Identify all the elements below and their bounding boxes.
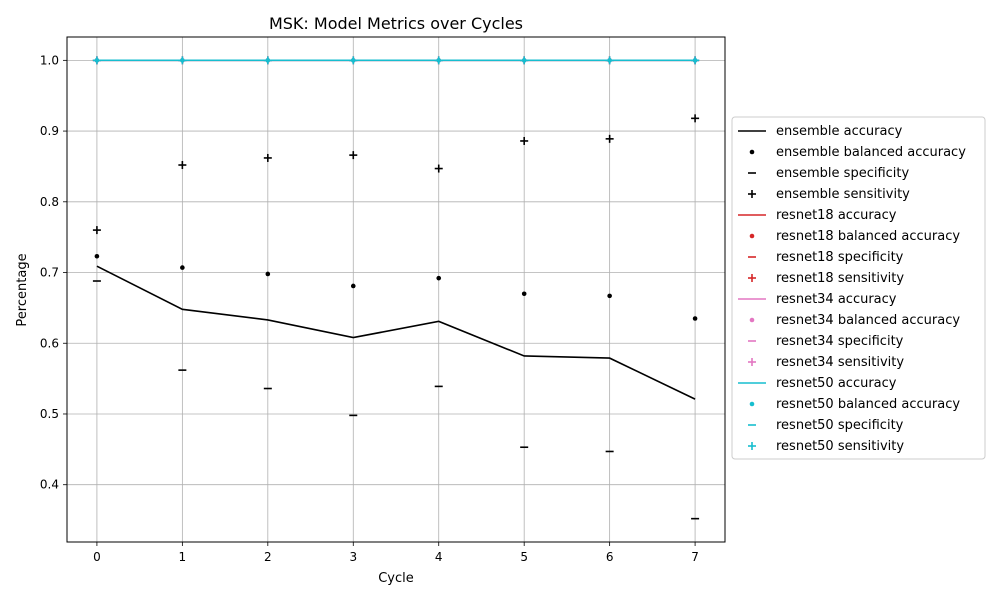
- legend-swatch: [748, 274, 756, 282]
- legend-swatch: [749, 317, 755, 323]
- legend-item-resnet50-balanced-accuracy: resnet50 balanced accuracy: [749, 397, 960, 412]
- legend-item-resnet34-balanced-accuracy: resnet34 balanced accuracy: [749, 313, 960, 328]
- data-point-ensemble-sensitivity: [520, 136, 529, 145]
- x-tick-label: 5: [520, 550, 528, 564]
- data-point-resnet50-sensitivity: [92, 56, 101, 65]
- y-tick-label: 0.8: [40, 195, 59, 209]
- x-tick-label: 3: [349, 550, 357, 564]
- x-tick-label: 4: [435, 550, 443, 564]
- legend-label: resnet50 specificity: [776, 418, 904, 433]
- chart-title: MSK: Model Metrics over Cycles: [269, 14, 523, 33]
- data-point-ensemble-balanced-accuracy: [607, 293, 612, 299]
- legend-swatch: [749, 233, 755, 239]
- data-point-ensemble-sensitivity: [349, 151, 358, 160]
- data-point-ensemble-balanced-accuracy: [692, 316, 698, 321]
- data-point-ensemble-sensitivity: [263, 153, 272, 162]
- legend-item-resnet34-accuracy: resnet34 accuracy: [738, 292, 897, 307]
- series-line-ensemble-accuracy: [96, 265, 696, 400]
- legend-label: resnet34 sensitivity: [776, 355, 904, 370]
- legend-label: resnet18 balanced accuracy: [776, 229, 960, 244]
- y-tick-label: 0.6: [40, 336, 59, 350]
- legend-items: ensemble accuracy ensemble balanced accur…: [738, 124, 966, 454]
- legend-label: resnet18 sensitivity: [776, 271, 904, 286]
- legend-label: resnet50 sensitivity: [776, 439, 904, 454]
- data-point-ensemble-balanced-accuracy: [265, 271, 271, 277]
- x-tick-label: 1: [179, 550, 187, 564]
- legend-item-resnet18-sensitivity: resnet18 sensitivity: [748, 271, 904, 286]
- x-tick-label: 6: [606, 550, 614, 564]
- series-ensemble-balanced-accuracy: [94, 253, 698, 321]
- legend-frame: [731, 116, 986, 460]
- legend-item-ensemble-accuracy: ensemble accuracy: [738, 124, 903, 139]
- legend-label: resnet18 accuracy: [776, 208, 897, 223]
- legend-label: ensemble sensitivity: [776, 187, 910, 202]
- data-point-resnet50-sensitivity: [691, 56, 700, 65]
- legend-swatch: [748, 358, 756, 366]
- data-point-resnet50-sensitivity: [263, 56, 272, 65]
- legend-label: resnet50 balanced accuracy: [776, 397, 960, 412]
- data-point-ensemble-sensitivity: [92, 226, 101, 235]
- legend-item-resnet34-sensitivity: resnet34 sensitivity: [748, 355, 904, 370]
- legend-label: resnet34 specificity: [776, 334, 904, 349]
- y-axis: 0.4 0.5 0.6 0.7 0.8 0.9 1.0: [40, 53, 67, 492]
- data-point-ensemble-sensitivity: [434, 164, 443, 173]
- legend-item-resnet18-accuracy: resnet18 accuracy: [738, 208, 897, 223]
- data-point-resnet50-sensitivity: [349, 56, 358, 65]
- legend-label: resnet34 balanced accuracy: [776, 313, 960, 328]
- legend-item-resnet50-specificity: resnet50 specificity: [748, 418, 904, 433]
- x-tick-label: 0: [93, 550, 101, 564]
- data-point-ensemble-balanced-accuracy: [436, 275, 442, 281]
- legend-label: ensemble accuracy: [776, 124, 903, 139]
- data-point-resnet50-sensitivity: [605, 56, 614, 65]
- legend-swatch: [749, 401, 755, 407]
- legend-item-ensemble-sensitivity: ensemble sensitivity: [748, 187, 910, 202]
- series-layer: [92, 56, 700, 520]
- legend-item-ensemble-specificity: ensemble specificity: [748, 166, 909, 181]
- legend-label: resnet34 accuracy: [776, 292, 897, 307]
- legend-item-resnet50-accuracy: resnet50 accuracy: [738, 376, 897, 391]
- y-tick-label: 1.0: [40, 53, 59, 67]
- y-tick-label: 0.7: [40, 266, 59, 280]
- legend-item-resnet50-sensitivity: resnet50 sensitivity: [748, 439, 904, 454]
- series-ensemble-sensitivity: [92, 114, 700, 235]
- legend-label: ensemble balanced accuracy: [776, 145, 966, 160]
- y-tick-label: 0.9: [40, 124, 59, 138]
- data-point-resnet50-sensitivity: [434, 56, 443, 65]
- legend-swatch: [748, 442, 756, 450]
- legend-swatch: [749, 149, 755, 155]
- series-resnet50-sensitivity: [92, 56, 700, 65]
- y-tick-label: 0.4: [40, 478, 59, 492]
- legend-item-resnet18-balanced-accuracy: resnet18 balanced accuracy: [749, 229, 960, 244]
- data-point-resnet50-sensitivity: [178, 56, 187, 65]
- data-point-ensemble-sensitivity: [691, 114, 700, 123]
- legend-swatch: [748, 190, 756, 198]
- legend: ensemble accuracy ensemble balanced accur…: [731, 116, 986, 460]
- data-point-ensemble-balanced-accuracy: [94, 253, 100, 259]
- legend-label: resnet50 accuracy: [776, 376, 897, 391]
- legend-item-resnet34-specificity: resnet34 specificity: [748, 334, 904, 349]
- data-point-ensemble-sensitivity: [178, 161, 187, 170]
- plot-frame: [66, 36, 726, 543]
- x-axis-label: Cycle: [378, 571, 414, 586]
- data-point-ensemble-balanced-accuracy: [350, 283, 356, 289]
- series-ensemble-accuracy: [96, 265, 696, 400]
- x-tick-label: 2: [264, 550, 272, 564]
- legend-label: ensemble specificity: [776, 166, 909, 181]
- data-point-ensemble-balanced-accuracy: [521, 291, 527, 297]
- data-point-resnet50-sensitivity: [520, 56, 529, 65]
- legend-item-resnet18-specificity: resnet18 specificity: [748, 250, 904, 265]
- series-ensemble-specificity: [92, 280, 700, 520]
- data-point-ensemble-balanced-accuracy: [180, 265, 185, 270]
- y-axis-label: Percentage: [15, 253, 30, 326]
- y-tick-label: 0.5: [40, 407, 59, 421]
- legend-item-ensemble-balanced-accuracy: ensemble balanced accuracy: [749, 145, 966, 160]
- data-point-ensemble-sensitivity: [605, 134, 614, 143]
- grid-layer: [67, 37, 725, 542]
- x-axis: 0 1 2 3 4 5 6 7: [93, 542, 699, 564]
- x-tick-label: 7: [691, 550, 699, 564]
- legend-label: resnet18 specificity: [776, 250, 904, 265]
